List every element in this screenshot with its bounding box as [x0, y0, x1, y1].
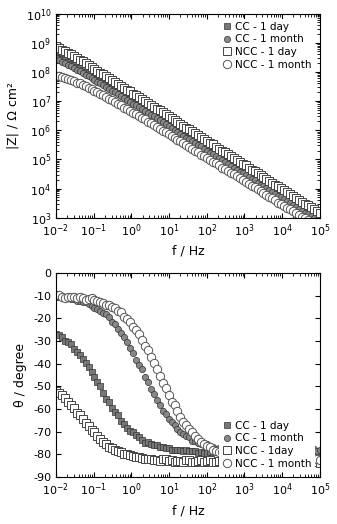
CC - 1 day [273, 188, 277, 194]
Line: CC - 1 day: CC - 1 day [53, 331, 323, 456]
NCC - 1 month [54, 72, 58, 79]
CC - 1 day [309, 448, 313, 454]
CC - 1 month [134, 102, 138, 108]
NCC - 1 month [92, 297, 96, 303]
X-axis label: f / Hz: f / Hz [172, 504, 204, 517]
Line: CC - 1 month: CC - 1 month [53, 56, 323, 225]
NCC - 1 month [318, 225, 322, 231]
NCC - 1 month [318, 456, 322, 463]
NCC - 1 day [306, 202, 310, 209]
Line: NCC - 1day: NCC - 1day [52, 387, 324, 466]
Line: NCC - 1 day: NCC - 1 day [52, 42, 324, 217]
CC - 1 month [282, 446, 286, 453]
NCC - 1 month [276, 456, 280, 462]
CC - 1 month [54, 294, 58, 300]
NCC - 1 day [318, 210, 322, 216]
CC - 1 month [60, 293, 64, 299]
CC - 1 day [282, 450, 286, 456]
NCC - 1 month [273, 197, 277, 203]
NCC - 1 month [309, 457, 313, 463]
Y-axis label: θ / degree: θ / degree [14, 343, 27, 407]
CC - 1 month [241, 446, 245, 452]
NCC - 1 month [134, 111, 138, 117]
NCC - 1day [54, 388, 58, 394]
NCC - 1day [318, 460, 322, 466]
NCC - 1day [238, 457, 242, 463]
CC - 1 day [54, 331, 58, 337]
NCC - 1day [306, 458, 310, 465]
CC - 1 month [306, 211, 310, 217]
CC - 1 day [318, 216, 322, 222]
Legend: CC - 1 day, CC - 1 month, NCC - 1 day, NCC - 1 month: CC - 1 day, CC - 1 month, NCC - 1 day, N… [219, 19, 315, 73]
CC - 1 month [238, 168, 242, 174]
Y-axis label: |Z| / Ω cm²: |Z| / Ω cm² [7, 82, 20, 149]
CC - 1 day [134, 432, 138, 438]
CC - 1 day [306, 209, 310, 215]
CC - 1 month [90, 75, 94, 81]
NCC - 1 month [306, 217, 310, 224]
CC - 1 month [54, 56, 58, 62]
CC - 1 day [270, 450, 274, 456]
CC - 1 day [276, 450, 280, 456]
NCC - 1 day [279, 185, 283, 192]
Line: CC - 1 day: CC - 1 day [53, 53, 323, 222]
CC - 1 day [54, 53, 58, 59]
NCC - 1day [90, 427, 94, 433]
Line: CC - 1 month: CC - 1 month [53, 293, 323, 454]
NCC - 1 month [90, 86, 94, 92]
Legend: CC - 1 day, CC - 1 month, NCC - 1day, NCC - 1 month: CC - 1 day, CC - 1 month, NCC - 1day, NC… [219, 418, 315, 472]
NCC - 1 month [57, 291, 61, 298]
NCC - 1 month [241, 455, 245, 462]
NCC - 1day [134, 454, 138, 461]
X-axis label: f / Hz: f / Hz [172, 245, 204, 258]
CC - 1 day [90, 369, 94, 375]
CC - 1 month [137, 362, 141, 368]
CC - 1 day [134, 100, 138, 106]
Line: NCC - 1 month: NCC - 1 month [52, 71, 324, 232]
CC - 1 day [238, 449, 242, 455]
NCC - 1 month [137, 331, 141, 337]
CC - 1 month [92, 305, 96, 311]
NCC - 1 day [273, 182, 277, 188]
NCC - 1 month [54, 292, 58, 298]
CC - 1 day [318, 449, 322, 455]
CC - 1 month [273, 191, 277, 197]
NCC - 1 day [54, 43, 58, 50]
CC - 1 day [90, 72, 94, 79]
NCC - 1day [279, 457, 283, 464]
CC - 1 day [238, 166, 242, 172]
CC - 1 month [279, 194, 283, 201]
CC - 1 month [318, 447, 322, 453]
CC - 1 month [276, 447, 280, 453]
NCC - 1 day [90, 64, 94, 70]
Line: NCC - 1 month: NCC - 1 month [52, 290, 324, 464]
NCC - 1 month [312, 455, 316, 462]
CC - 1 month [315, 449, 319, 455]
NCC - 1 month [279, 201, 283, 207]
CC - 1 month [309, 447, 313, 453]
CC - 1 month [318, 219, 322, 225]
NCC - 1 day [238, 159, 242, 165]
NCC - 1day [273, 458, 277, 465]
NCC - 1 month [282, 455, 286, 462]
NCC - 1 month [238, 175, 242, 181]
NCC - 1 day [134, 92, 138, 99]
CC - 1 day [279, 192, 283, 198]
